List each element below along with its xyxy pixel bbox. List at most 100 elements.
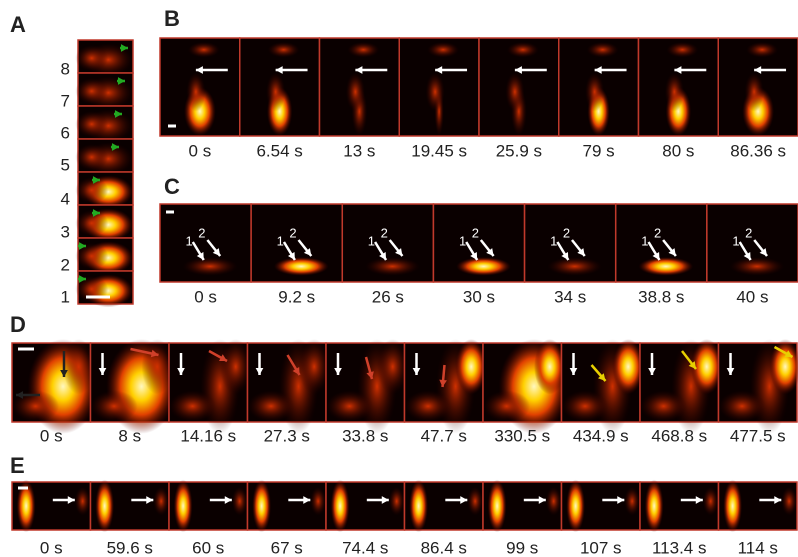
time-label: 34 s xyxy=(554,287,586,306)
time-label: 47.7 s xyxy=(421,426,467,445)
arrow-label: 2 xyxy=(198,225,205,240)
time-label: 86.4 s xyxy=(421,538,467,557)
signal xyxy=(188,42,220,58)
signal xyxy=(142,339,173,394)
signal xyxy=(183,257,238,276)
signal xyxy=(331,480,350,533)
time-label: 27.3 s xyxy=(264,426,310,445)
signal xyxy=(389,487,405,516)
signal xyxy=(252,480,271,533)
time-label: 0 s xyxy=(189,141,212,160)
time-label: 0 s xyxy=(40,426,63,445)
signal xyxy=(75,210,108,236)
signal xyxy=(719,390,766,422)
signal xyxy=(483,390,530,422)
signal xyxy=(186,72,205,111)
signal xyxy=(546,487,562,516)
signal xyxy=(426,72,445,111)
signal xyxy=(268,42,300,58)
signal xyxy=(534,339,565,394)
arrow-label: 1 xyxy=(277,233,284,248)
signal xyxy=(75,487,91,516)
time-label: 113.4 s xyxy=(652,538,707,557)
panel-label: A xyxy=(10,12,26,37)
panel-label: D xyxy=(10,312,26,337)
time-label: 0 s xyxy=(194,287,217,306)
time-label: 67 s xyxy=(271,538,303,557)
signal xyxy=(63,339,94,394)
time-label: 33.8 s xyxy=(342,426,388,445)
panel-label: C xyxy=(164,174,180,199)
signal xyxy=(456,257,511,276)
signal xyxy=(232,487,248,516)
time-label: 0 s xyxy=(40,538,63,557)
signal xyxy=(645,480,664,533)
signal xyxy=(730,257,785,276)
signal xyxy=(347,42,379,58)
signal xyxy=(746,42,778,58)
arrow-label: 2 xyxy=(563,225,570,240)
signal xyxy=(703,487,719,516)
signal xyxy=(95,480,114,533)
time-label: 86.36 s xyxy=(730,141,786,160)
arrow-label: 2 xyxy=(654,225,661,240)
time-label: 99 s xyxy=(506,538,538,557)
signal xyxy=(566,480,585,533)
signal xyxy=(274,257,329,276)
signal xyxy=(613,339,644,394)
time-label: 14.16 s xyxy=(180,426,236,445)
signal xyxy=(365,257,420,276)
signal xyxy=(456,339,487,394)
arrow-label: 1 xyxy=(550,233,557,248)
signal xyxy=(247,390,294,422)
signal xyxy=(781,487,797,516)
signal xyxy=(409,480,428,533)
arrow-label: 2 xyxy=(381,225,388,240)
time-label: 114 s xyxy=(738,538,778,557)
time-label: 8 s xyxy=(118,426,141,445)
signal xyxy=(75,144,108,170)
panel-label: B xyxy=(164,6,180,31)
signal xyxy=(587,42,619,58)
signal xyxy=(153,487,169,516)
time-label: 477.5 s xyxy=(730,426,786,445)
signal xyxy=(488,480,507,533)
time-label: 30 s xyxy=(463,287,495,306)
time-label: 59.6 s xyxy=(107,538,153,557)
signal xyxy=(299,339,330,394)
time-label: 79 s xyxy=(583,141,615,160)
time-label: 468.8 s xyxy=(651,426,707,445)
signal xyxy=(405,390,452,422)
time-label: 434.9 s xyxy=(573,426,629,445)
signal xyxy=(75,111,108,137)
signal xyxy=(310,487,326,516)
figure: ABCDE876543210 s6.54 s13 s19.45 s25.9 s7… xyxy=(0,0,798,557)
row-label: 4 xyxy=(61,189,70,208)
signal xyxy=(75,45,108,71)
time-label: 80 s xyxy=(662,141,694,160)
signal xyxy=(377,339,408,394)
arrow-label: 2 xyxy=(472,225,479,240)
row-label: 8 xyxy=(61,59,70,78)
signal xyxy=(169,390,216,422)
time-label: 38.8 s xyxy=(638,287,684,306)
time-label: 25.9 s xyxy=(496,141,542,160)
signal xyxy=(640,390,687,422)
signal xyxy=(562,390,609,422)
row-label: 2 xyxy=(61,255,70,274)
time-label: 40 s xyxy=(736,287,768,306)
arrow-label: 1 xyxy=(732,233,739,248)
signal xyxy=(723,480,742,533)
row-label: 3 xyxy=(61,222,70,241)
signal xyxy=(665,72,684,111)
arrow-label: 1 xyxy=(641,233,648,248)
arrow-label: 2 xyxy=(289,225,296,240)
signal xyxy=(220,339,251,394)
arrow-label: 1 xyxy=(459,233,466,248)
row-label: 5 xyxy=(61,155,70,174)
signal xyxy=(75,177,108,203)
signal xyxy=(427,42,459,58)
arrow-label: 1 xyxy=(186,233,193,248)
time-label: 19.45 s xyxy=(411,141,467,160)
time-label: 107 s xyxy=(580,538,622,557)
